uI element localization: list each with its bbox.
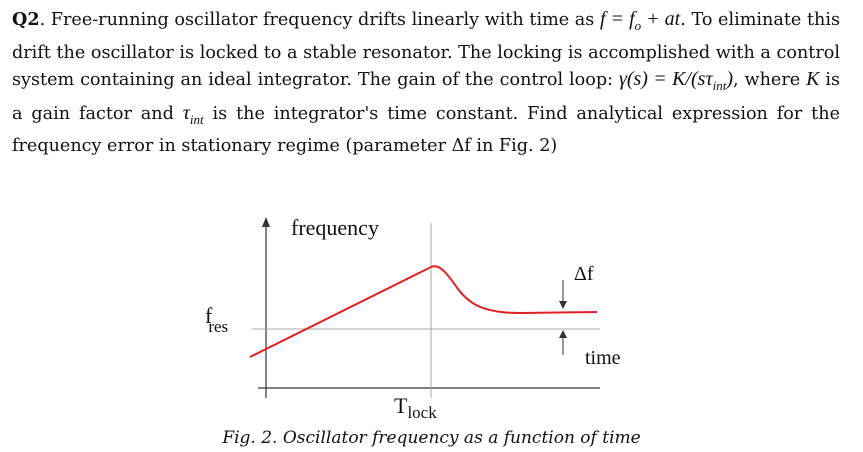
question-text-part-3: , where bbox=[733, 70, 807, 90]
y-axis-arrow bbox=[262, 217, 270, 227]
tlock-label: Tlock bbox=[394, 393, 437, 422]
question-text-part-2: . To eliminate this drift the oscillator… bbox=[12, 10, 841, 90]
x-axis-label: time bbox=[585, 347, 621, 369]
delta-arrow-down-head bbox=[559, 301, 567, 309]
question-label: Q2 bbox=[12, 9, 40, 30]
question-text-part-4: is a gain factor and bbox=[12, 70, 840, 124]
integrator-constant-symbol: τint bbox=[182, 101, 204, 127]
gain-factor-symbol: K bbox=[806, 68, 820, 90]
delta-arrow-up-head bbox=[559, 330, 567, 338]
delta-f-label: Δf bbox=[574, 263, 594, 285]
frequency-time-figure: frequency time Δf fres Tlock bbox=[205, 215, 621, 422]
figure-caption: Fig. 2. Oscillator frequency as a functi… bbox=[222, 428, 641, 448]
question-text: Q2. Free-running oscillator frequency dr… bbox=[12, 6, 840, 160]
fres-label: fres bbox=[205, 303, 228, 336]
question-text-part-5: is the integrator's time constant. Find … bbox=[12, 103, 840, 157]
drift-equation: f = fo + at bbox=[599, 8, 681, 33]
gain-equation: γ(s) = K/(sτint) bbox=[618, 68, 734, 93]
frequency-curve bbox=[249, 265, 598, 358]
question-text-part-1: . Free-running oscillator frequency drif… bbox=[39, 10, 600, 30]
y-axis-label: frequency bbox=[291, 215, 379, 240]
